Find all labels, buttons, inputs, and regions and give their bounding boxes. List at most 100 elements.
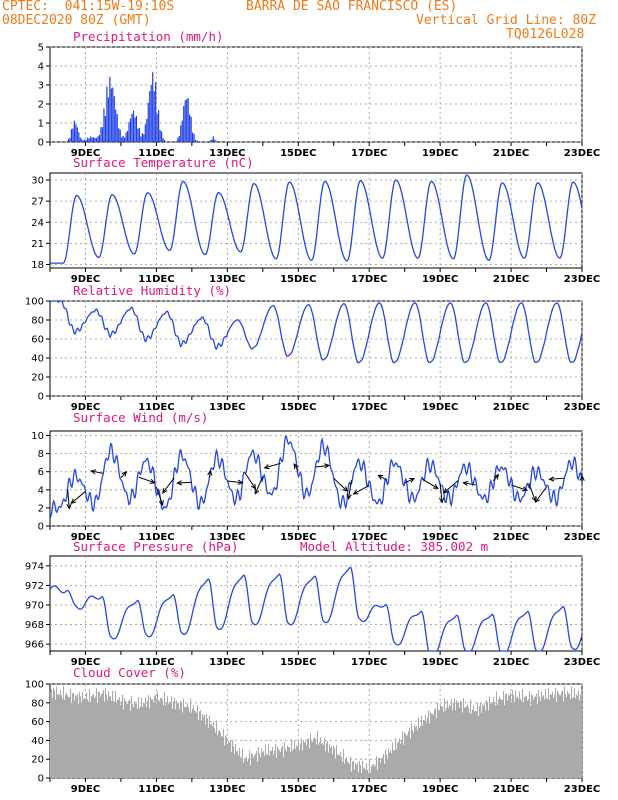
x-tick-label: 13DEC: [209, 148, 245, 159]
cloud-bar: [111, 690, 114, 778]
cloud-bar: [307, 738, 310, 778]
x-tick-label: 19DEC: [422, 148, 458, 159]
cloud-bar: [223, 745, 226, 778]
precip-bar: [159, 130, 161, 142]
precip-bar: [116, 114, 118, 142]
cloud-bar: [348, 763, 351, 778]
cloud-bar: [100, 694, 103, 778]
cloud-bar: [225, 736, 228, 778]
precip-bar: [115, 109, 117, 142]
precip-bar: [125, 132, 127, 142]
cloud-bar: [297, 739, 300, 778]
x-tick-label: 9DEC: [71, 784, 100, 795]
wind-arrow-head: [207, 469, 213, 476]
y-tick-label: 2: [38, 503, 44, 514]
cloud-bar: [76, 693, 79, 778]
wind-arrow-head: [346, 493, 352, 500]
cloud-bar: [238, 747, 241, 778]
wind-arrow: [404, 478, 415, 484]
cloud-bar: [443, 698, 446, 778]
cloud-bar: [401, 731, 404, 778]
cloud-bar: [312, 738, 315, 778]
cloud-bar: [143, 703, 146, 778]
cloud-bar: [361, 760, 364, 778]
cloud-bar: [113, 701, 116, 778]
cloud-bar: [544, 688, 547, 778]
wind-arrow: [70, 491, 86, 504]
cloud-bar: [241, 748, 244, 778]
cloud-bar: [116, 699, 119, 778]
y-tick-label: 972: [25, 581, 44, 592]
cloud-bar: [476, 703, 479, 778]
precip-bar: [141, 133, 143, 142]
cloud-bar: [72, 692, 75, 778]
cloud-bar: [350, 771, 353, 778]
cloud-bar: [306, 738, 309, 778]
wind-arrow: [138, 476, 155, 484]
wind-arrow-head: [90, 469, 97, 475]
cloud-bar: [463, 707, 466, 778]
cloud-bar: [261, 752, 264, 778]
y-tick-label: 3: [38, 81, 44, 92]
cloud-bar: [380, 758, 383, 778]
cloud-bar: [465, 706, 468, 778]
cloud-bar: [420, 715, 423, 778]
cloud-bar: [50, 689, 53, 778]
cloud-bar: [440, 706, 443, 778]
cloud-bar: [237, 755, 240, 778]
cloud-bar: [550, 694, 553, 778]
cloud-bar: [128, 699, 131, 778]
cloud-bar: [370, 766, 373, 778]
cloud-bar: [404, 733, 407, 778]
wind-arrow: [528, 483, 536, 502]
cloud-bar: [514, 690, 517, 778]
cloud-bar: [483, 703, 486, 778]
x-tick-label: 19DEC: [422, 532, 458, 543]
cloud-bar: [548, 699, 551, 778]
precip-bar: [98, 134, 101, 142]
cloud-bar: [171, 708, 174, 778]
cloud-bar: [248, 750, 251, 778]
cloud-bar: [118, 697, 121, 778]
cloud-bar: [197, 720, 200, 778]
precip-bar: [211, 139, 213, 142]
precip-bar: [100, 127, 102, 142]
precip-bar: [95, 137, 98, 142]
cloud-bar: [148, 708, 151, 778]
y-tick-label: 6: [38, 467, 44, 478]
cloud-bar: [569, 698, 572, 778]
cloud-bar: [344, 759, 347, 778]
x-tick-label: 15DEC: [280, 657, 316, 668]
cloud-bar: [63, 699, 66, 778]
cloud-bar: [159, 698, 162, 778]
cloud-bar: [108, 696, 111, 778]
panel-title: Relative Humidity (%): [73, 283, 231, 298]
cloud-bar: [53, 690, 56, 778]
cloud-bar: [94, 696, 97, 778]
x-tick-label: 23DEC: [564, 148, 600, 159]
x-tick-label: 13DEC: [209, 532, 245, 543]
cloud-bar: [323, 737, 326, 778]
cloud-bar: [566, 690, 569, 778]
cloud-bar: [375, 755, 378, 778]
cloud-bar: [129, 710, 132, 778]
cloud-bar: [575, 694, 578, 778]
precip-bar: [78, 132, 80, 142]
wind-arrow-head: [534, 497, 541, 504]
cloud-bar: [102, 690, 105, 778]
cloud-bar: [517, 699, 520, 778]
cloud-bar: [252, 757, 255, 778]
precip-bar: [69, 137, 71, 142]
cloud-bar: [309, 733, 312, 778]
cloud-bar: [411, 730, 414, 778]
cloud-bar: [421, 725, 424, 778]
cloud-bar: [395, 749, 398, 778]
cloud-bar: [487, 710, 490, 778]
precip-bar: [76, 127, 78, 142]
wind-arrow: [333, 477, 348, 492]
cloud-bar: [117, 700, 120, 778]
cloud-bar: [414, 727, 417, 778]
cloud-bar: [523, 697, 526, 778]
cloud-bar: [182, 698, 185, 778]
y-tick-label: 40: [31, 354, 44, 365]
